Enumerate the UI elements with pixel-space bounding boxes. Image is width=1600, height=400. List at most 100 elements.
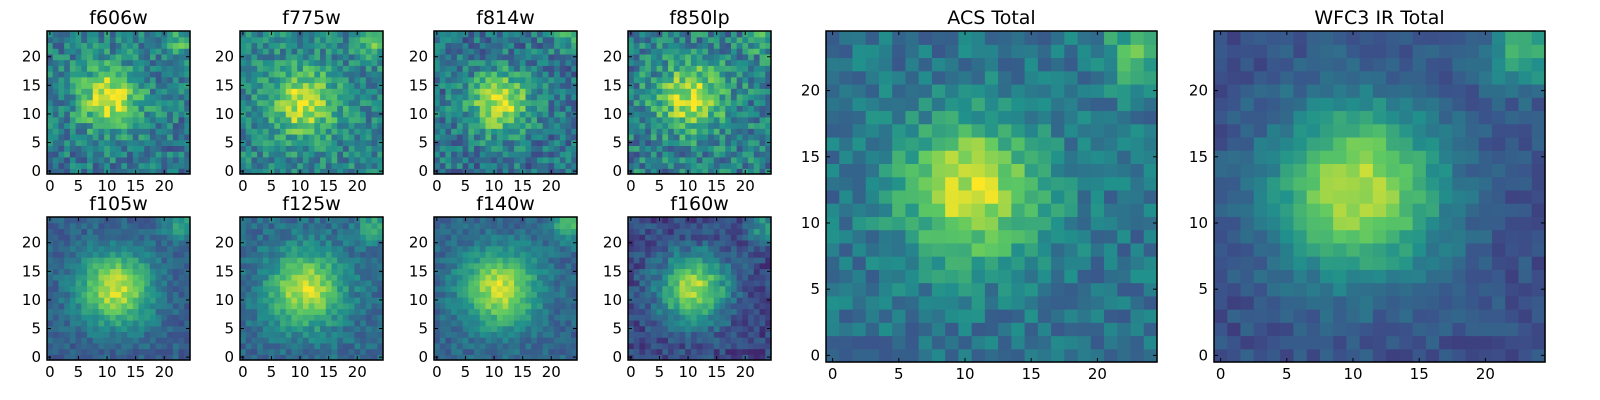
- heatmap-cell: [668, 111, 675, 118]
- heatmap-cell: [668, 122, 675, 129]
- heatmap-cell: [285, 279, 293, 287]
- heatmap-cell: [439, 262, 447, 270]
- heatmap-cell: [719, 274, 726, 281]
- heatmap-cell: [240, 59, 247, 66]
- heatmap-cell: [536, 59, 544, 66]
- heatmap-cell: [656, 116, 663, 124]
- heatmap-cell: [685, 48, 692, 55]
- heatmap-cell: [121, 48, 128, 55]
- heatmap-cell: [92, 31, 100, 38]
- heatmap-cell: [759, 139, 766, 146]
- heatmap-cell: [240, 122, 247, 129]
- heatmap-cell: [104, 337, 111, 344]
- heatmap-cell: [559, 302, 567, 310]
- heatmap-cell: [104, 122, 111, 129]
- heatmap-cell: [320, 111, 327, 118]
- heatmap-cell: [554, 291, 561, 298]
- heatmap-cell: [451, 122, 458, 129]
- heatmap-cell: [178, 116, 185, 124]
- heatmap-cell: [742, 145, 749, 152]
- heatmap-cell: [753, 133, 761, 141]
- heatmap-cell: [98, 105, 105, 112]
- heatmap-cell: [719, 337, 726, 344]
- y-tick-label: 5: [224, 320, 234, 338]
- heatmap-cell: [679, 99, 686, 106]
- heatmap-cell: [519, 151, 527, 158]
- heatmap-cell: [536, 93, 544, 101]
- heatmap-cell: [342, 319, 350, 327]
- heatmap-cell: [167, 348, 174, 355]
- heatmap-cell: [75, 234, 82, 241]
- heatmap-cell: [365, 302, 373, 310]
- heatmap-cell: [320, 105, 327, 112]
- heatmap-cell: [337, 42, 344, 49]
- heatmap-cell: [542, 262, 549, 270]
- heatmap-cell: [342, 337, 350, 344]
- heatmap-cell: [685, 337, 692, 344]
- heatmap-cell: [668, 168, 675, 175]
- heatmap-cell: [650, 105, 658, 112]
- heatmap-cell: [645, 76, 652, 84]
- heatmap-cell: [161, 257, 168, 264]
- heatmap-cell: [342, 314, 350, 321]
- heatmap-cell: [542, 31, 549, 38]
- heatmap-cell: [445, 262, 452, 270]
- heatmap-cell: [525, 325, 532, 332]
- heatmap-cell: [155, 302, 162, 310]
- heatmap-cell: [519, 156, 527, 164]
- heatmap-cell: [144, 285, 151, 292]
- heatmap-cell: [240, 145, 247, 152]
- heatmap-cell: [554, 162, 561, 169]
- heatmap-cell: [127, 234, 134, 241]
- heatmap-cell: [320, 257, 327, 264]
- heatmap-cell: [365, 319, 373, 327]
- heatmap-cell: [548, 156, 555, 164]
- heatmap-cell: [167, 274, 174, 281]
- heatmap-cell: [708, 116, 715, 124]
- heatmap-cell: [456, 53, 464, 61]
- heatmap-cell: [121, 31, 128, 38]
- heatmap-cell: [365, 82, 373, 89]
- heatmap-cell: [536, 42, 544, 49]
- heatmap-cell: [742, 88, 749, 95]
- heatmap-cell: [531, 99, 538, 106]
- y-tick-label: 15: [22, 76, 41, 94]
- heatmap-cell: [662, 337, 669, 344]
- heatmap-cell: [314, 348, 321, 355]
- heatmap-cell: [696, 48, 703, 55]
- heatmap-cell: [559, 65, 567, 72]
- heatmap-cell: [725, 168, 732, 175]
- heatmap-cell: [104, 279, 111, 287]
- heatmap-cell: [64, 354, 71, 361]
- heatmap-cell: [696, 325, 703, 332]
- heatmap-cell: [713, 48, 721, 55]
- heatmap-cell: [167, 105, 174, 112]
- heatmap-cell: [736, 53, 743, 61]
- heatmap-cell: [514, 239, 521, 247]
- heatmap-cell: [302, 348, 310, 355]
- heatmap-cell: [508, 116, 515, 124]
- heatmap-cell: [742, 122, 749, 129]
- heatmap-cell: [542, 71, 549, 78]
- heatmap-cell: [354, 331, 361, 338]
- heatmap-cell: [456, 82, 464, 89]
- heatmap-cell: [456, 133, 464, 141]
- heatmap-cell: [251, 325, 258, 332]
- heatmap-cell: [149, 71, 157, 78]
- heatmap-cell: [736, 291, 743, 298]
- heatmap-cell: [297, 145, 304, 152]
- heatmap-cell: [87, 53, 94, 61]
- heatmap-cell: [138, 245, 145, 252]
- heatmap-cell: [525, 151, 532, 158]
- heatmap-cell: [536, 53, 544, 61]
- heatmap-cell: [559, 262, 567, 270]
- heatmap-cell: [565, 217, 572, 224]
- heatmap-cell: [98, 168, 105, 175]
- heatmap-cell: [474, 82, 481, 89]
- heatmap-cell: [104, 76, 111, 84]
- heatmap-cell: [291, 302, 298, 310]
- heatmap-cell: [331, 145, 338, 152]
- heatmap-cell: [69, 36, 77, 44]
- heatmap-cell: [314, 337, 321, 344]
- heatmap-cell: [172, 228, 180, 235]
